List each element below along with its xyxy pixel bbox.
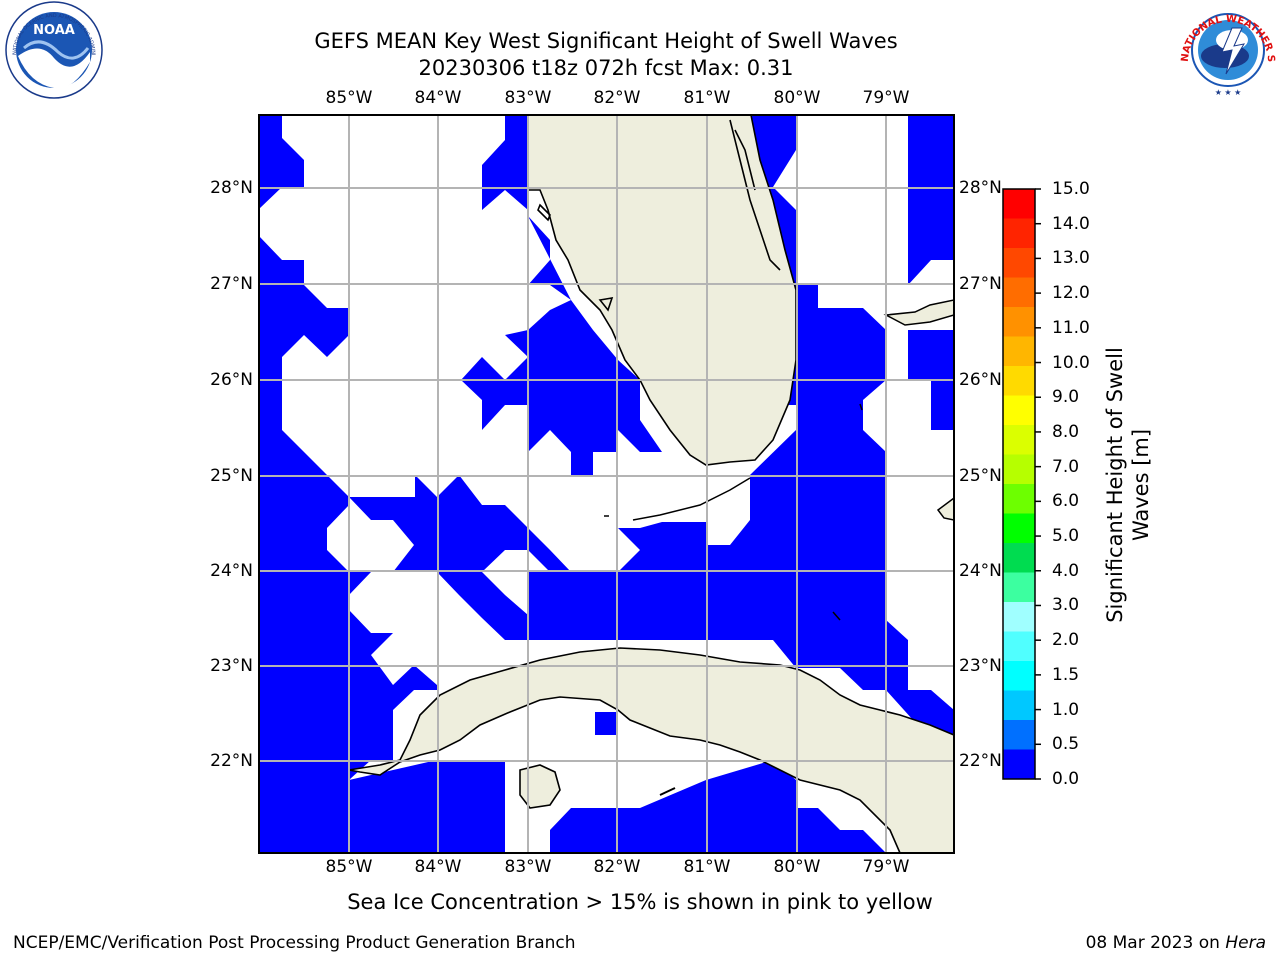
colorbar-segment: [1003, 572, 1035, 603]
colorbar-segment: [1003, 189, 1035, 219]
lon-label-bottom: 80°W: [773, 857, 821, 877]
lon-label-top: 83°W: [504, 88, 552, 108]
colorbar-frame: [1002, 188, 1036, 780]
colorbar-segment: [1003, 336, 1035, 367]
land-florida: [527, 115, 797, 466]
land-isla-juventud: [519, 764, 561, 809]
colorbar-segment: [1003, 484, 1035, 514]
colorbar-segment: [1003, 602, 1035, 632]
lat-label-right: 24°N: [959, 561, 1002, 581]
colorbar-segment: [1003, 513, 1035, 544]
colorbar-tick-label: 10.0: [1052, 352, 1090, 373]
colorbar-segment: [1003, 631, 1035, 662]
colorbar-label: Significant Height of Swell Waves [m]: [1102, 347, 1154, 623]
colorbar-tick-label: 3.0: [1052, 595, 1080, 616]
map-area: [259, 115, 954, 853]
noaa-logo-text: NOAA: [33, 23, 75, 38]
lat-label-right: 28°N: [959, 178, 1002, 198]
colorbar-segment: [1003, 366, 1035, 396]
colorbar: [1003, 188, 1041, 780]
land-bahamas: [883, 299, 954, 326]
footer-credit: NCEP/EMC/Verification Post Processing Pr…: [13, 933, 576, 953]
colorbar-tick-label: 4.0: [1052, 560, 1080, 581]
colorbar-tick-label: 0.5: [1052, 734, 1080, 755]
lat-label-right: 22°N: [959, 751, 1002, 771]
colorbar-segment: [1003, 720, 1035, 750]
lat-label-right: 27°N: [959, 274, 1002, 294]
colorbar-tick-label: 0.0: [1052, 769, 1080, 789]
svg-text:NATIONAL WEATHER SERVICE: NATIONAL WEATHER SERVICE: [0, 0, 1276, 63]
lon-label-top: 84°W: [414, 88, 462, 108]
colorbar-segment: [1003, 543, 1035, 573]
lon-label-bottom: 79°W: [862, 857, 910, 877]
chart-title: GEFS MEAN Key West Significant Height of…: [314, 29, 898, 53]
colorbar-segment: [1003, 454, 1035, 485]
nws-ring-text: NATIONAL WEATHER SERVICE: [0, 0, 1276, 63]
lat-label-left: 22°N: [210, 751, 253, 771]
lat-label-left: 27°N: [210, 274, 253, 294]
colorbar-tick-label: 5.0: [1052, 526, 1080, 547]
colorbar-tick-label: 13.0: [1052, 248, 1090, 269]
footer-date-text: 08 Mar 2023 on: [1085, 933, 1226, 953]
colorbar-segment: [1003, 277, 1035, 308]
lon-label-bottom: 81°W: [683, 857, 731, 877]
lat-label-right: 23°N: [959, 656, 1002, 676]
sea-ice-note: Sea Ice Concentration > 15% is shown in …: [347, 890, 933, 914]
colorbar-label-line2: Waves [m]: [1129, 428, 1153, 542]
lat-label-left: 23°N: [210, 656, 253, 676]
colorbar-segment: [1003, 425, 1035, 455]
lat-label-left: 28°N: [210, 178, 253, 198]
lon-label-bottom: 85°W: [325, 857, 373, 877]
lat-label-left: 26°N: [210, 370, 253, 390]
lon-label-bottom: 83°W: [504, 857, 552, 877]
lon-label-top: 80°W: [773, 88, 821, 108]
lat-label-right: 26°N: [959, 370, 1002, 390]
colorbar-tick-label: 11.0: [1052, 317, 1090, 338]
colorbar-tick-label: 15.0: [1052, 179, 1090, 199]
svg-text:★ ★ ★: ★ ★ ★: [1215, 88, 1242, 97]
graticule: [259, 115, 954, 853]
footer-date: 08 Mar 2023 on Hera: [1086, 933, 1266, 953]
lon-label-top: 79°W: [862, 88, 910, 108]
lon-label-bottom: 82°W: [593, 857, 641, 877]
lat-label-right: 25°N: [959, 466, 1002, 486]
map-frame: [258, 114, 955, 854]
lat-label-left: 25°N: [210, 466, 253, 486]
colorbar-tick-label: 8.0: [1052, 421, 1080, 442]
noaa-logo: NOAA NATIONAL OCEANIC AND ATMOSPHERIC AD…: [0, 0, 103, 99]
lon-label-bottom: 84°W: [414, 857, 462, 877]
colorbar-label-line1: Significant Height of Swell: [1103, 347, 1127, 623]
colorbar-segment: [1003, 749, 1035, 780]
colorbar-tick-label: 2.0: [1052, 630, 1080, 651]
chart-subtitle: 20230306 t18z 072h fcst Max: 0.31: [418, 56, 794, 80]
lon-label-top: 81°W: [683, 88, 731, 108]
footer-host: Hera: [1225, 933, 1266, 953]
colorbar-segment: [1003, 395, 1035, 426]
colorbar-tick-label: 6.0: [1052, 491, 1080, 512]
swell-field: [259, 115, 954, 853]
florida-keys: [632, 477, 751, 521]
colorbar-segment: [1003, 690, 1035, 721]
lon-label-top: 85°W: [325, 88, 373, 108]
colorbar-tick-label: 14.0: [1052, 213, 1090, 234]
colorbar-segment: [1003, 307, 1035, 337]
lat-label-left: 24°N: [210, 561, 253, 581]
colorbar-tick-label: 1.5: [1052, 664, 1080, 685]
colorbar-tick-label: 1.0: [1052, 699, 1080, 720]
colorbar-tick-label: 9.0: [1052, 387, 1080, 408]
nws-logo: NATIONAL WEATHER SERVICE ★ ★ ★: [0, 0, 1276, 98]
land-cuba: [348, 647, 954, 853]
colorbar-segment: [1003, 248, 1035, 278]
colorbar-tick-label: 12.0: [1052, 283, 1090, 304]
colorbar-segment: [1003, 661, 1035, 691]
colorbar-tick-label: 7.0: [1052, 456, 1080, 477]
lon-label-top: 82°W: [593, 88, 641, 108]
colorbar-segment: [1003, 218, 1035, 249]
